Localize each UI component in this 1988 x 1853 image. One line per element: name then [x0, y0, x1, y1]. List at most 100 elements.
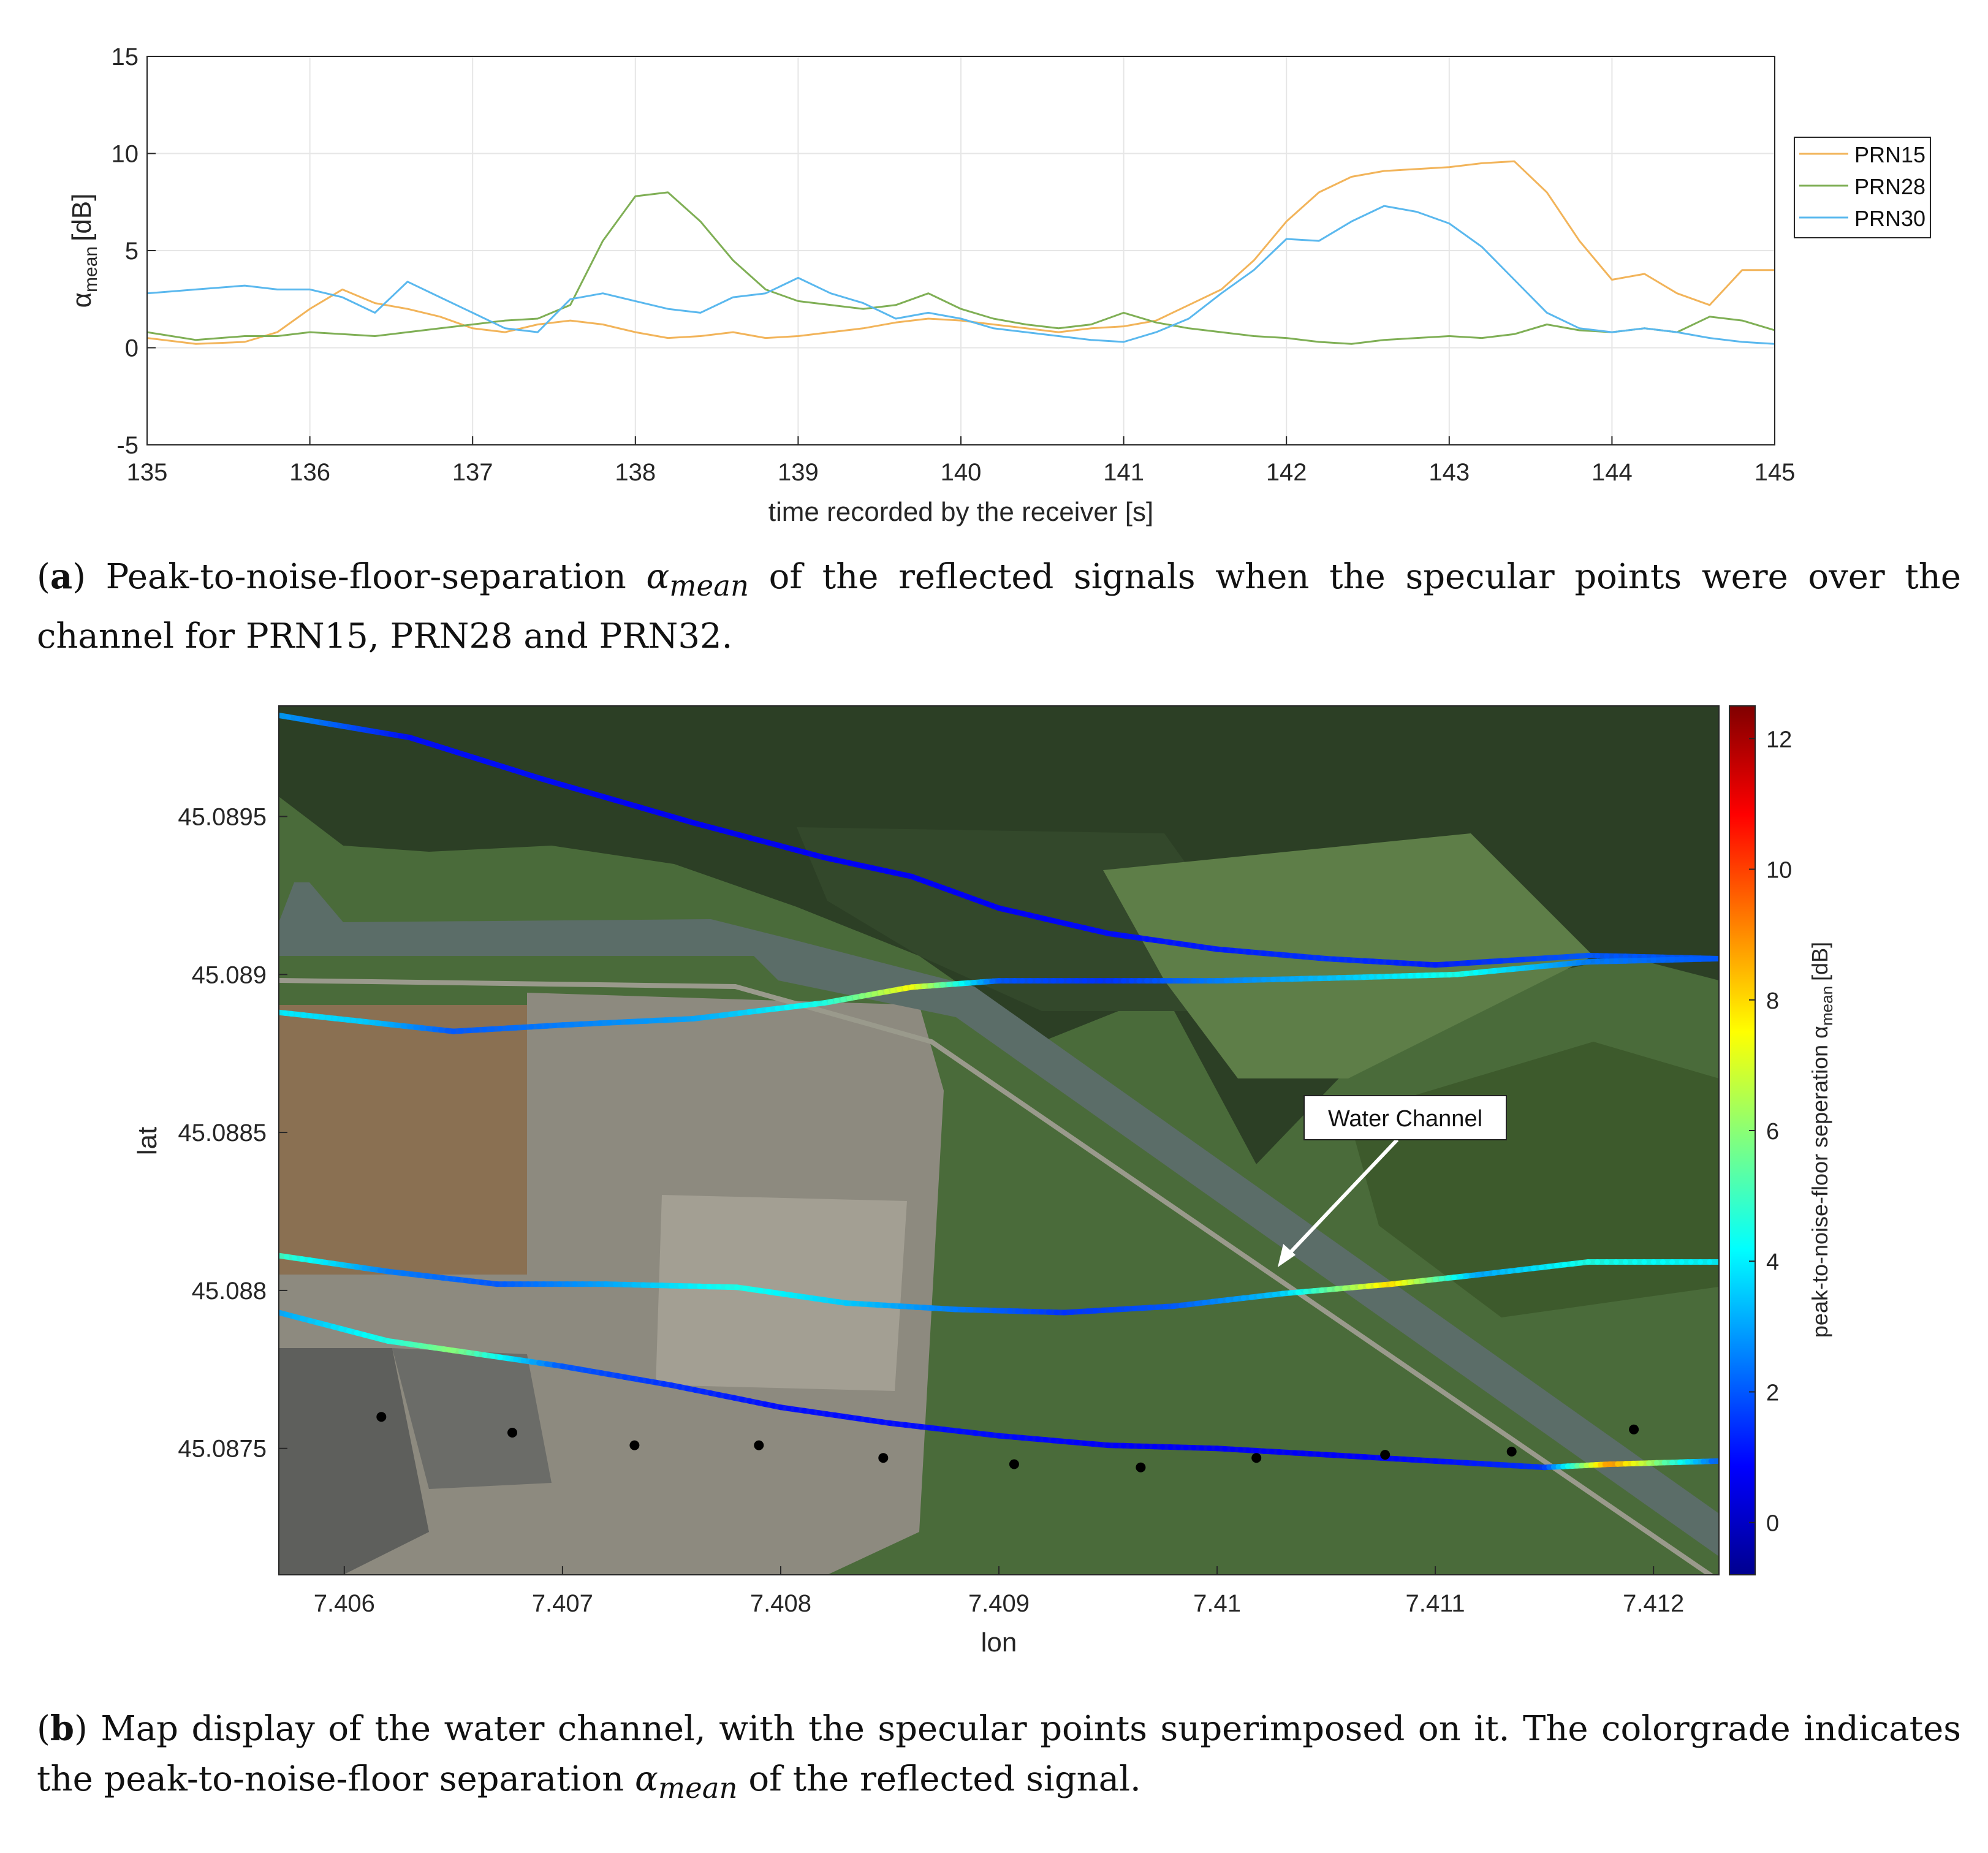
x-tick-label: 145	[1755, 459, 1796, 486]
colorbar-label-main: peak-to-noise-floor seperation α	[1807, 1026, 1832, 1338]
map-x-tick-label: 7.41	[1193, 1590, 1241, 1617]
series-line-prn28	[147, 191, 1775, 345]
caption-a-symbol-sub: mean	[669, 570, 749, 604]
colorbar-tick-label: 2	[1766, 1380, 1779, 1406]
map-chart: Water Channel 7.406 7.407 7.408 7.409 7.41 7.…	[132, 705, 1836, 1658]
map-x-tick-label: 7.409	[968, 1590, 1030, 1617]
y-tick-label: 10	[112, 141, 139, 168]
chart-legend: PRN15 PRN28 PRN30	[1794, 137, 1931, 238]
caption-b-symbol-sub: mean	[658, 1772, 738, 1806]
map-x-tick-label: 7.408	[750, 1590, 811, 1617]
annotation-arrow-head	[1278, 1244, 1296, 1267]
reference-point	[754, 1440, 764, 1450]
annotation-box	[1303, 1095, 1507, 1140]
colorbar-tick-label: 10	[1766, 858, 1792, 884]
tick-labels: 135 136 137 138 139 140 141 142 143 144 145 -5 0 5 10 1…	[112, 44, 1796, 486]
x-tick-label: 142	[1266, 459, 1307, 486]
caption-b-letter: b	[50, 1708, 75, 1749]
map-x-axis-label: lon	[981, 1628, 1017, 1658]
meadow-area	[1103, 833, 1593, 1078]
y-axis-label: αmean [dB]	[67, 194, 101, 308]
x-tick-label: 135	[127, 459, 168, 486]
reference-point	[1506, 1446, 1517, 1457]
x-tick-label: 137	[452, 459, 493, 486]
x-axis-label: time recorded by the receiver [s]	[768, 497, 1153, 527]
colorbar-tick-labels: 0 2 4 6 8 10 12	[1749, 727, 1792, 1537]
map-x-tick-label: 7.406	[314, 1590, 375, 1617]
y-tick-label: -5	[116, 432, 138, 459]
legend-label-prn28: PRN28	[1854, 174, 1925, 199]
chart-series-group	[147, 160, 1775, 345]
map-tick-labels: 7.406 7.407 7.408 7.409 7.41 7.411 7.412 45.087…	[178, 803, 1684, 1617]
line-chart: 135 136 137 138 139 140 141 142 143 144 145 -5 0 5 10 1…	[67, 44, 1931, 527]
y-axis-label-symbol: α	[67, 292, 97, 308]
annotation-label: Water Channel	[1328, 1106, 1482, 1132]
reference-point	[376, 1412, 387, 1422]
colorbar-label: peak-to-noise-floor seperation αmean [dB]	[1807, 942, 1836, 1338]
colorbar-tick-label: 4	[1766, 1249, 1779, 1275]
caption-a-letter-wrap: (a)	[37, 556, 86, 597]
colorbar-tick-label: 0	[1766, 1511, 1779, 1537]
x-tick-label: 144	[1592, 459, 1633, 486]
x-tick-label: 136	[289, 459, 330, 486]
y-tick-label: 5	[125, 238, 138, 265]
caption-a-letter: a	[50, 556, 73, 597]
channel-bank	[279, 978, 1715, 1575]
map-y-tick-label: 45.088	[192, 1278, 267, 1305]
caption-a-text-after: of the reflected signals when the specul…	[37, 557, 1962, 657]
map-y-tick-label: 45.0875	[178, 1436, 267, 1463]
reference-point	[629, 1440, 640, 1450]
reference-point	[1629, 1424, 1639, 1434]
colorbar-tick-label: 12	[1766, 727, 1792, 752]
caption-b-text-before: Map display of the water channel, with t…	[37, 1709, 1961, 1799]
x-tick-label: 139	[778, 459, 819, 486]
caption-a: (a) Peak-to-noise-floor-separation αmean…	[37, 551, 1961, 662]
colorbar-label-sub: mean	[1818, 986, 1836, 1026]
specular-tracks	[279, 713, 1719, 1471]
map-x-tick-label: 7.407	[532, 1590, 593, 1617]
reference-point	[878, 1453, 889, 1463]
reference-point	[507, 1428, 517, 1438]
water-channel	[279, 882, 1719, 1556]
caption-b-letter-wrap: (b)	[37, 1708, 88, 1749]
annotation-arrow-line	[1282, 1138, 1399, 1261]
reference-point	[1136, 1462, 1146, 1472]
map-y-axis-label: lat	[132, 1127, 162, 1155]
satellite-map	[279, 706, 1719, 1575]
caption-a-symbol: α	[646, 557, 670, 597]
series-line-prn30	[147, 205, 1775, 345]
x-tick-label: 141	[1103, 459, 1144, 486]
reference-point	[1009, 1459, 1019, 1469]
x-tick-label: 138	[615, 459, 656, 486]
y-tick-label: 0	[125, 335, 138, 362]
map-y-tick-label: 45.0885	[178, 1120, 267, 1146]
y-axis-label-unit: [dB]	[67, 194, 97, 241]
reference-points	[376, 1412, 1639, 1472]
colorbar-tick-label: 6	[1766, 1119, 1779, 1145]
parking-lot	[392, 1348, 552, 1489]
caption-a-text-before: Peak-to-noise-floor-separation	[86, 557, 647, 597]
building-area	[279, 1348, 429, 1575]
map-y-tick-label: 45.089	[192, 961, 267, 988]
legend-label-prn30: PRN30	[1854, 206, 1925, 231]
water-channel-annotation: Water Channel	[1278, 1095, 1507, 1267]
plot-frame	[146, 56, 1775, 445]
map-x-tick-label: 7.411	[1406, 1590, 1465, 1617]
farmland-area	[279, 1005, 527, 1275]
colorbar	[1729, 705, 1756, 1575]
reference-point	[1251, 1453, 1262, 1463]
x-tick-label: 143	[1428, 459, 1470, 486]
reference-point	[1380, 1450, 1390, 1460]
legend-label-prn15: PRN15	[1854, 142, 1925, 167]
x-tick-label: 140	[941, 459, 982, 486]
colorbar-tick-label: 8	[1766, 988, 1779, 1014]
caption-b-symbol: α	[635, 1759, 658, 1799]
caption-b: (b) Map display of the water channel, wi…	[37, 1703, 1961, 1814]
y-tick-label: 15	[112, 44, 139, 70]
caption-b-text-after: of the reflected signal.	[737, 1759, 1141, 1799]
series-line-prn15	[147, 160, 1775, 345]
map-x-tick-label: 7.412	[1623, 1590, 1684, 1617]
colorbar-label-unit: [dB]	[1807, 942, 1832, 981]
y-axis-label-sub: mean	[81, 246, 101, 292]
